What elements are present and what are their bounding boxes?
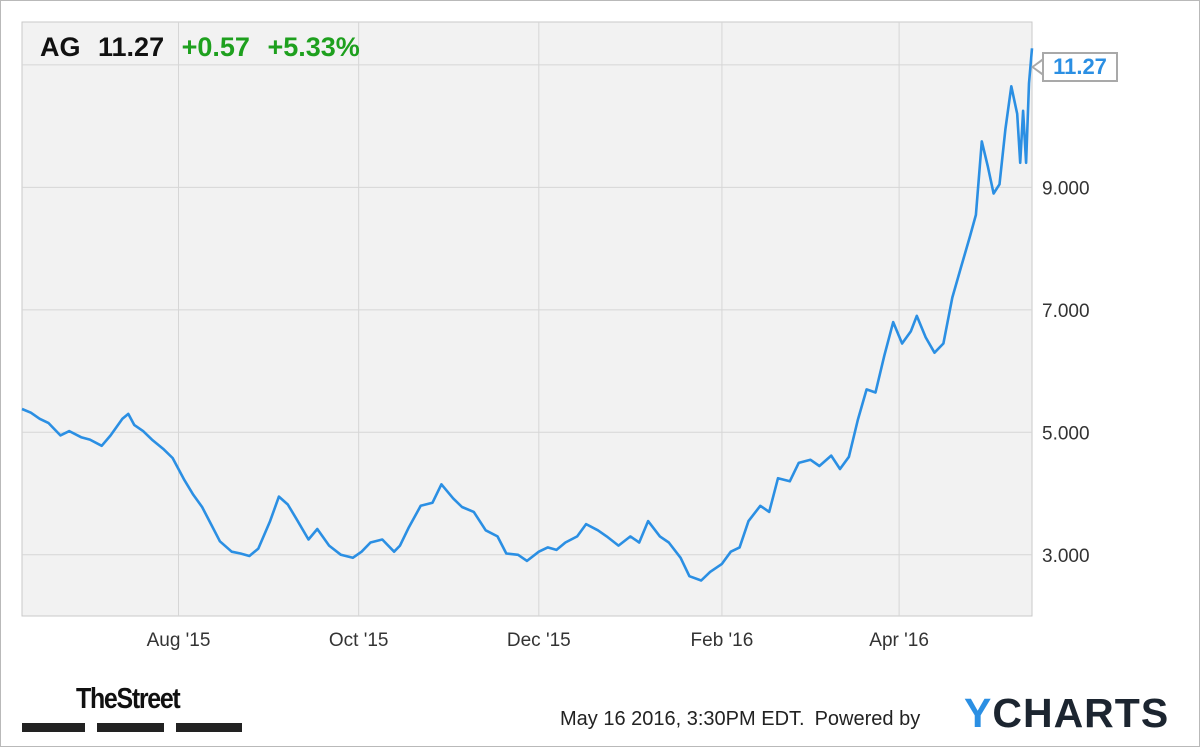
x-tick-label: Feb '16: [691, 630, 754, 651]
y-tick-label: 3.000: [1042, 546, 1090, 567]
last-value-label: 11.27: [1042, 52, 1118, 82]
timestamp: May 16 2016, 3:30PM EDT.: [560, 708, 805, 730]
price-series-line: [21, 48, 1034, 582]
x-tick-label: Oct '15: [329, 630, 389, 651]
y-tick-label: 7.000: [1042, 301, 1090, 322]
timestamp-footer: May 16 2016, 3:30PM EDT. Powered by: [560, 708, 920, 731]
price-change-percent: +5.33%: [267, 32, 360, 62]
thestreet-logo: TheStreet: [76, 683, 181, 715]
x-tick-label: Dec '15: [507, 630, 571, 651]
price-change: +0.57: [181, 32, 250, 62]
vertical-gridlines: [178, 22, 900, 616]
plot-area: [21, 21, 1033, 617]
ycharts-logo[interactable]: YCHARTS: [964, 690, 1170, 736]
x-tick-label: Apr '16: [869, 630, 929, 651]
y-tick-label: 5.000: [1042, 423, 1090, 444]
horizontal-gridlines: [22, 64, 1032, 556]
x-axis: Aug '15 Oct '15 Dec '15 Feb '16 Apr '16: [147, 630, 929, 651]
x-tick-label: Aug '15: [147, 630, 211, 651]
y-tick-label: 9.000: [1042, 178, 1090, 199]
last-price: 11.27: [98, 32, 165, 62]
quote-header: AG 11.27 +0.57 +5.33%: [40, 32, 370, 63]
ticker-symbol: AG: [40, 32, 81, 62]
powered-by-label: Powered by: [814, 708, 921, 730]
